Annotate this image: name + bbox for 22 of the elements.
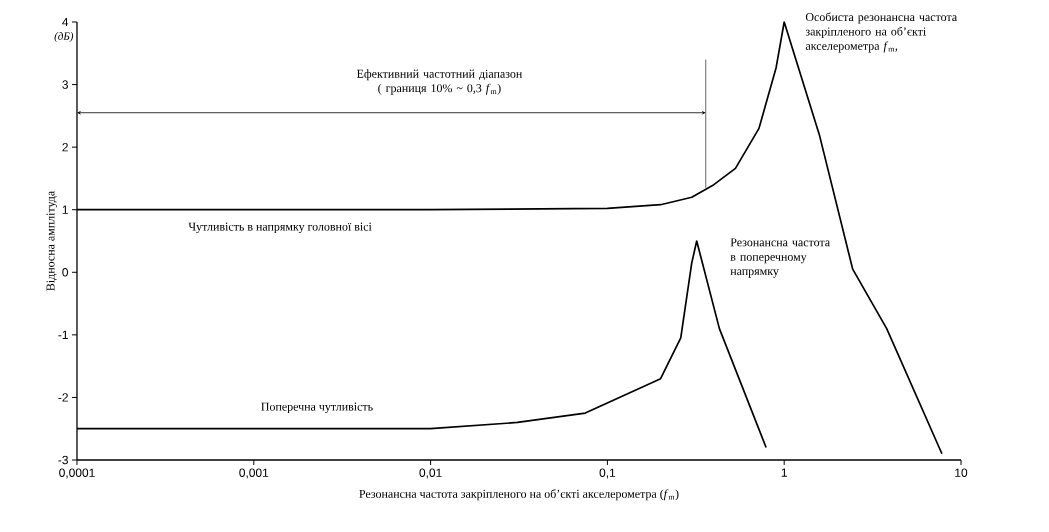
text: (дБ) xyxy=(54,32,74,43)
x-tick-label: 1 xyxy=(781,468,787,477)
y-tick-label: 3 xyxy=(62,80,68,89)
annotation: Чутливість в напрямку головної вісі xyxy=(188,222,372,234)
x-axis-title: Резонансна частота закріпленого на об’єкті акселерометра (f$_{m}$) xyxy=(359,489,679,501)
x-tick-label: 0,1 xyxy=(599,468,616,479)
y-tick-label: -1 xyxy=(58,330,68,339)
x-tick-label: 0,01 xyxy=(419,468,442,479)
annotation: Особиста резонансна частота закріпленого на об’єкті акселерометра f$_{m}$, xyxy=(805,12,957,53)
y-tick-label: 1 xyxy=(62,205,68,214)
x-tick-label: 10 xyxy=(955,468,968,477)
x-tick-label: 0,0001 xyxy=(59,468,95,479)
y-tick-label: -3 xyxy=(58,455,68,465)
annotation: Ефективний частотний діапазон ( границя 10% ~ 0,3 f$_{m}$) xyxy=(356,69,522,95)
y-axis-title: Відносна амплітуда xyxy=(46,191,57,291)
annotation: Резонансна частота в поперечному напрямку xyxy=(730,238,830,278)
x-tick-label: 0,001 xyxy=(239,468,269,479)
y-tick-label: 4 xyxy=(62,17,69,27)
annotation: Поперечна чутливість xyxy=(261,402,373,414)
y-tick-label: -2 xyxy=(58,393,68,402)
y-tick-label: 2 xyxy=(62,142,68,152)
y-tick-label: 0 xyxy=(62,268,69,277)
